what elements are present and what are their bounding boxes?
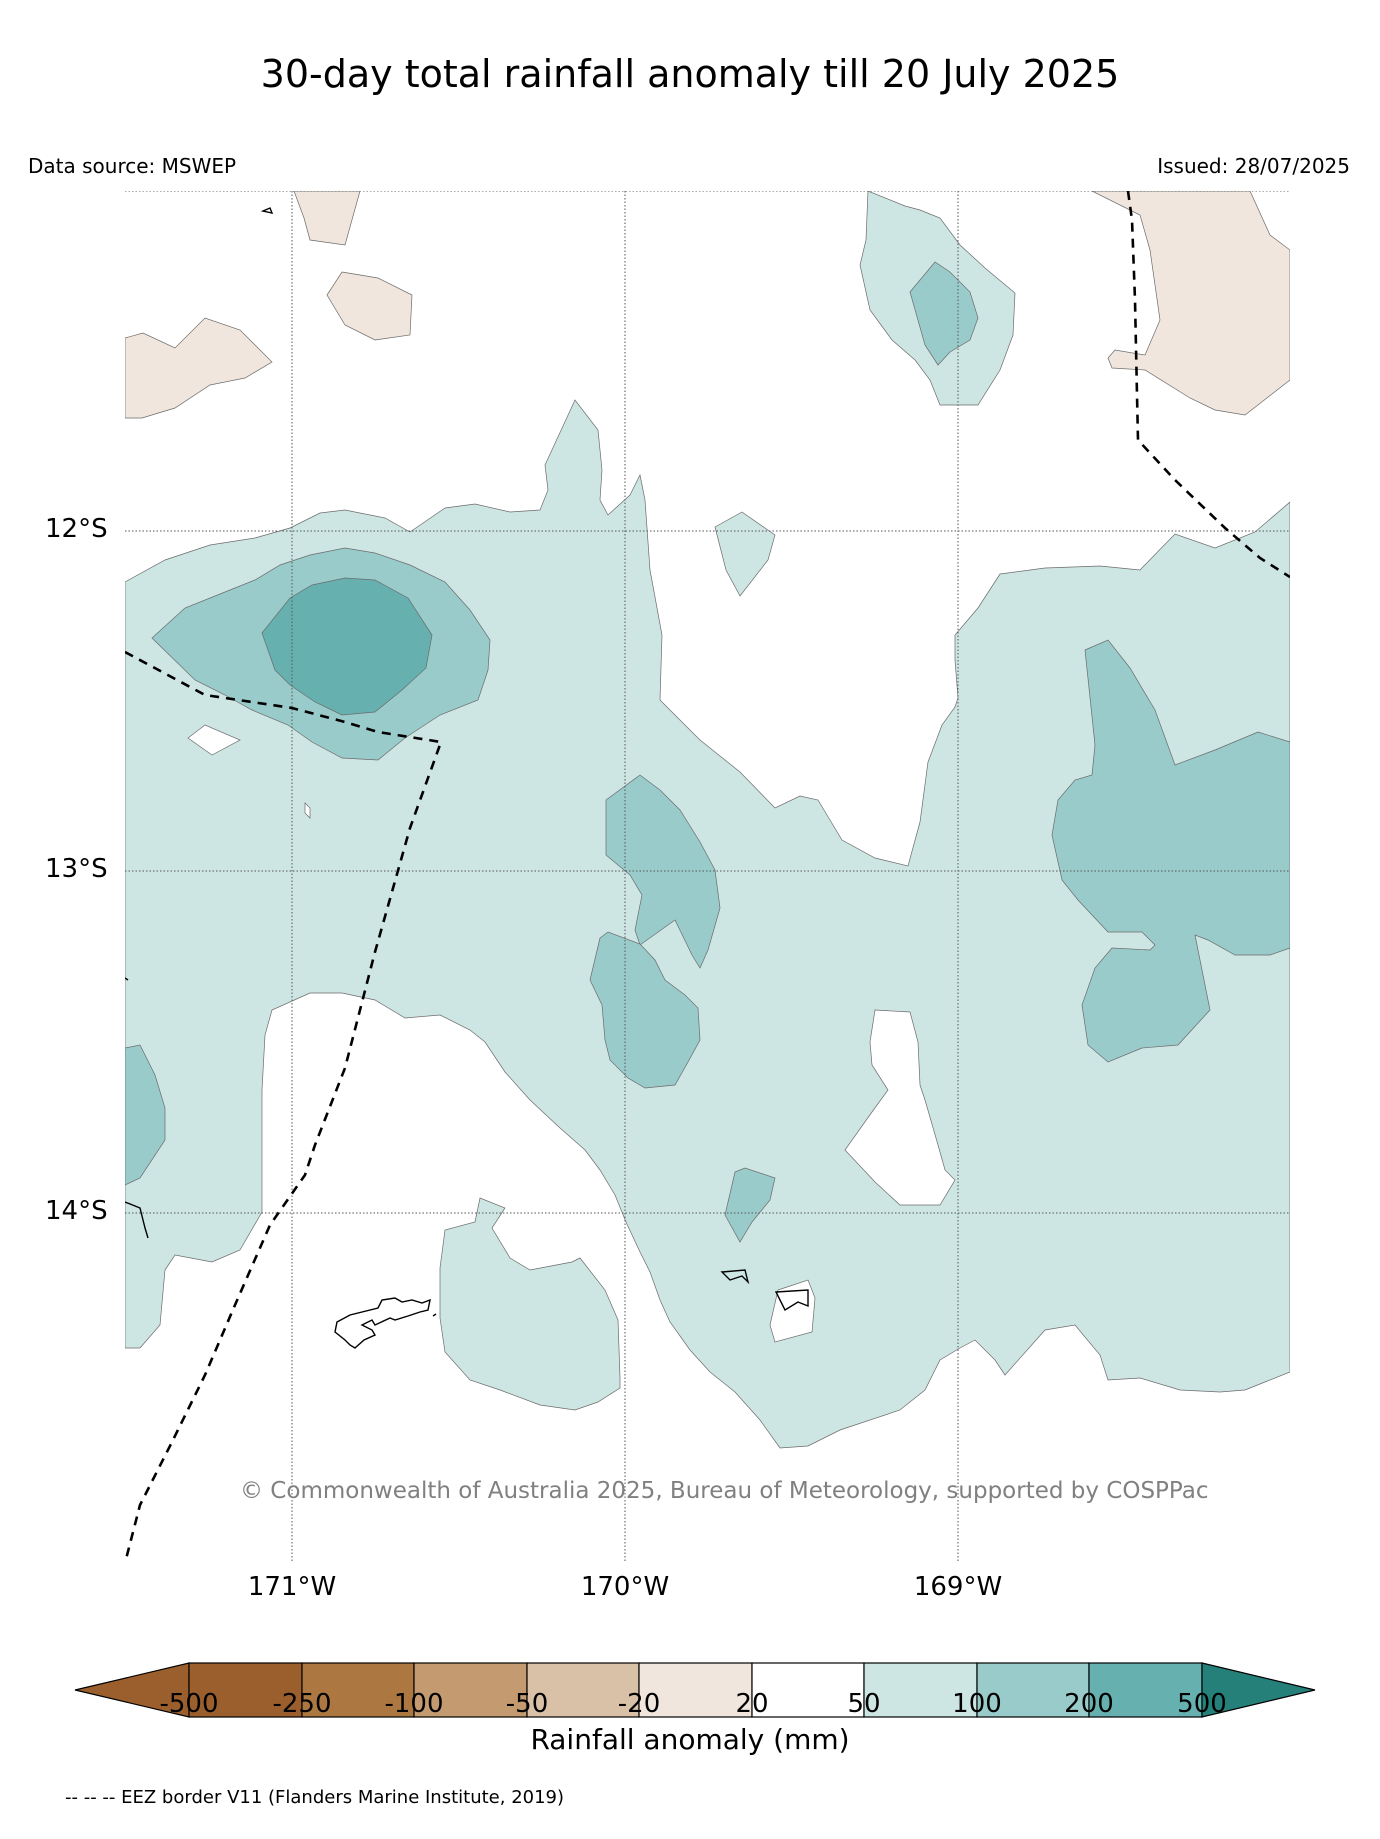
- colorbar-tick: -500: [159, 1689, 219, 1719]
- colorbar-tick: -250: [272, 1689, 332, 1719]
- colorbar-tick: 100: [952, 1689, 1002, 1719]
- heavy-wet-region: [261, 577, 433, 716]
- colorbar-tick: 200: [1064, 1689, 1114, 1719]
- issued-date: Issued: 28/07/2025: [1157, 154, 1350, 178]
- colorbar-bin: [1088, 1662, 1203, 1718]
- lat-label-14s: 14°S: [45, 1196, 108, 1226]
- colorbar-bin: [413, 1662, 528, 1718]
- colorbar-tick: 20: [735, 1689, 769, 1719]
- eez-legend-note: -- -- -- EEZ border V11 (Flanders Marine…: [65, 1787, 565, 1808]
- gridlines: [125, 191, 1290, 1563]
- colorbar: [74, 1662, 1316, 1718]
- lon-label-170w: 170°W: [580, 1572, 670, 1602]
- map-title: 30-day total rainfall anomaly till 20 Ju…: [260, 52, 1120, 96]
- colorbar-tick: -50: [505, 1689, 549, 1719]
- colorbar-bin: [976, 1662, 1090, 1718]
- data-source: Data source: MSWEP: [28, 154, 237, 178]
- colorbar-tick: 50: [847, 1689, 881, 1719]
- eez-border: [125, 191, 1290, 1563]
- lon-label-169w: 169°W: [913, 1572, 1003, 1602]
- colorbar-label: Rainfall anomaly (mm): [530, 1723, 850, 1756]
- colorbar-bin: [863, 1662, 978, 1718]
- colorbar-tick: -20: [617, 1689, 661, 1719]
- colorbar-bin: [751, 1662, 865, 1718]
- neutral-region: [187, 724, 956, 1343]
- colorbar-bin: [301, 1662, 415, 1718]
- island-outline: [125, 207, 809, 1349]
- lon-label-171w: 171°W: [247, 1572, 337, 1602]
- colorbar-extend-high: [1201, 1662, 1316, 1718]
- lat-label-12s: 12°S: [45, 514, 108, 544]
- colorbar-bin: [526, 1662, 640, 1718]
- lat-label-13s: 13°S: [45, 854, 108, 884]
- copyright-notice: © Commonwealth of Australia 2025, Bureau…: [240, 1478, 1209, 1504]
- colorbar-tick: -100: [384, 1689, 444, 1719]
- colorbar-tick: 500: [1177, 1689, 1227, 1719]
- dry-region: [125, 191, 1290, 419]
- colorbar-bin: [638, 1662, 753, 1718]
